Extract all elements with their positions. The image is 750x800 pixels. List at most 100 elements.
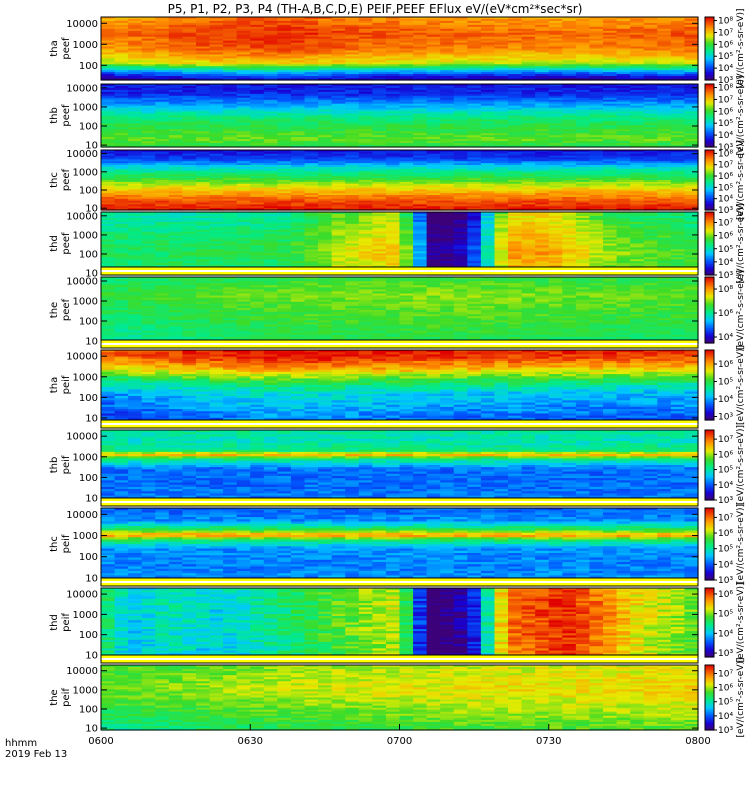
heatmap-cell [372,97,387,101]
heatmap-cell [195,245,211,249]
heatmap-cell [413,161,428,164]
heatmap-cell [128,257,143,260]
heatmap-cell [453,20,468,24]
heatmap-cell [358,74,373,77]
heatmap-cell [467,64,482,67]
heatmap-cell [643,30,658,34]
heatmap-cell [101,153,116,157]
heatmap-cell [155,72,170,75]
heatmap-cell [114,109,129,113]
heatmap-cell [182,84,197,87]
heatmap-cell [223,123,238,126]
heatmap-cell [657,18,672,22]
heatmap-cell [453,66,468,69]
heatmap-cell [684,40,699,44]
heatmap-cell [385,143,401,146]
heatmap-cell [616,187,631,190]
heatmap-cell [128,263,143,266]
heatmap-cell [399,127,414,130]
heatmap-cell [603,159,618,162]
heatmap-cell [630,123,645,126]
heatmap-cell [290,52,306,56]
heatmap-cell [508,56,523,59]
heatmap-cell [331,195,346,198]
heatmap-cell [643,24,658,28]
heatmap-cell [250,231,265,235]
heatmap-cell [114,30,129,34]
heatmap-cell [643,34,658,38]
heatmap-cell [155,26,170,30]
heatmap-cell [209,30,224,34]
heatmap-cell [494,189,509,192]
heatmap-cell [223,113,238,117]
heatmap-cell [209,253,224,256]
heatmap-cell [304,166,319,170]
heatmap-cell [548,135,563,138]
heatmap-cell [223,117,238,121]
heatmap-cell [331,30,346,34]
heatmap-cell [223,183,238,187]
heatmap-cell [453,99,468,103]
heatmap-cell [616,64,631,67]
heatmap-cell [535,208,550,211]
heatmap-cell [182,217,197,221]
heatmap-cell [155,34,170,38]
heatmap-cell [440,42,455,46]
heatmap-cell [630,50,645,54]
heatmap-cell [413,74,428,77]
heatmap-cell [101,123,116,126]
heatmap-cell [114,18,129,22]
heatmap-cell [440,17,455,20]
heatmap-cell [358,165,373,168]
heatmap-cell [372,24,387,28]
heatmap-cell [426,181,441,185]
heatmap-cell [318,174,333,177]
heatmap-cell [304,121,319,124]
heatmap-cell [155,176,170,179]
heatmap-cell [413,202,428,205]
heatmap-cell [603,117,618,121]
heatmap-cell [277,137,292,140]
heatmap-cell [508,68,523,71]
heatmap-cell [345,26,360,30]
heatmap-cell [521,28,536,32]
heatmap-cell [413,125,428,128]
heatmap-cell [290,111,306,115]
heatmap-cell [589,187,604,190]
heatmap-cell [331,123,346,126]
heatmap-cell [426,54,441,57]
heatmap-cell [684,163,699,166]
heatmap-cell [345,34,360,38]
heatmap-cell [318,253,333,256]
heatmap-cell [141,245,156,249]
y-tick-label: 10000 [66,19,98,30]
heatmap-cell [643,113,658,117]
heatmap-cell [168,221,184,225]
heatmap-cell [643,48,658,52]
heatmap-cell [155,76,170,79]
heatmap-cell [616,95,631,99]
heatmap-cell [182,170,197,174]
heatmap-cell [413,42,428,46]
heatmap-cell [114,223,129,227]
heatmap-cell [195,225,211,229]
heatmap-cell [521,178,536,181]
heatmap-cell [155,151,170,155]
heatmap-cell [101,85,116,89]
heatmap-cell [548,18,563,22]
heatmap-cell [236,87,251,91]
heatmap-cell [290,141,306,144]
heatmap-cell [128,127,143,130]
heatmap-cell [290,204,306,207]
heatmap-cell [399,143,414,146]
heatmap-cell [182,89,197,93]
heatmap-cell [440,161,455,164]
heatmap-cell [508,196,523,200]
heatmap-cell [358,20,373,24]
heatmap-cell [603,101,618,105]
heatmap-cell [345,115,360,119]
heatmap-cell [277,131,292,134]
heatmap-cell [290,62,306,65]
heatmap-cell [630,143,645,146]
heatmap-cell [413,24,428,28]
